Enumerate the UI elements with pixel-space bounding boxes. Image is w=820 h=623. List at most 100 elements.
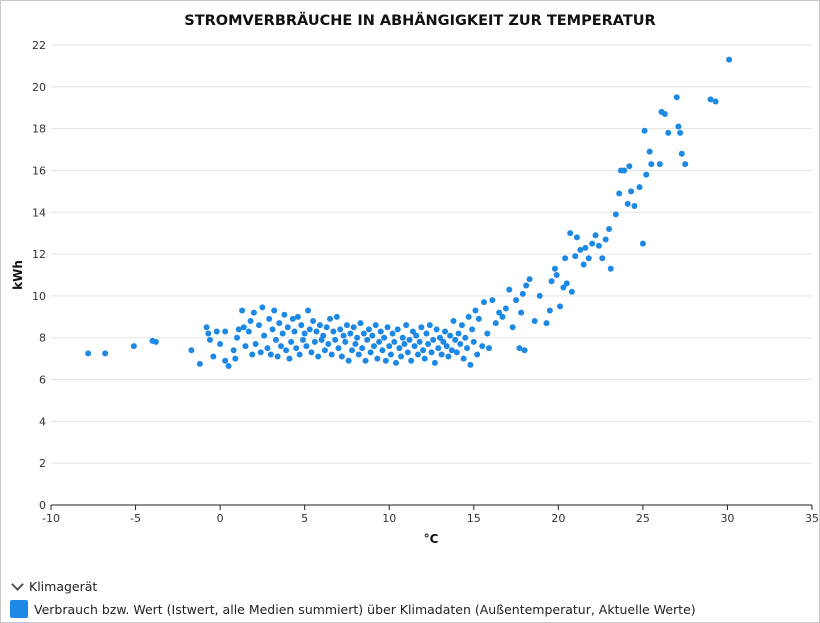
- data-point[interactable]: [562, 255, 569, 262]
- data-point[interactable]: [230, 347, 237, 354]
- data-point[interactable]: [546, 307, 553, 314]
- data-point[interactable]: [480, 299, 487, 306]
- data-point[interactable]: [281, 311, 288, 318]
- data-point[interactable]: [310, 318, 317, 324]
- data-point[interactable]: [289, 315, 296, 322]
- data-point[interactable]: [631, 203, 638, 209]
- data-point[interactable]: [568, 288, 575, 295]
- data-point[interactable]: [232, 355, 239, 362]
- data-point[interactable]: [315, 353, 322, 360]
- data-point[interactable]: [536, 292, 543, 299]
- data-point[interactable]: [247, 318, 254, 324]
- data-point[interactable]: [332, 336, 339, 343]
- data-point[interactable]: [572, 253, 579, 260]
- data-point[interactable]: [464, 345, 471, 352]
- data-point[interactable]: [452, 336, 459, 343]
- data-point[interactable]: [274, 353, 281, 360]
- data-point[interactable]: [455, 330, 462, 337]
- data-point[interactable]: [340, 332, 347, 339]
- data-point[interactable]: [299, 336, 306, 343]
- data-point[interactable]: [595, 242, 602, 249]
- data-point[interactable]: [469, 326, 476, 333]
- data-point[interactable]: [283, 347, 290, 354]
- data-point[interactable]: [589, 240, 596, 247]
- data-point[interactable]: [460, 355, 467, 362]
- data-point[interactable]: [421, 355, 428, 362]
- data-point[interactable]: [646, 148, 653, 155]
- data-point[interactable]: [639, 240, 646, 247]
- data-point[interactable]: [440, 338, 447, 345]
- data-point[interactable]: [438, 351, 445, 358]
- data-point[interactable]: [354, 334, 361, 341]
- data-point[interactable]: [678, 150, 685, 157]
- data-point[interactable]: [673, 94, 680, 101]
- data-point[interactable]: [286, 355, 293, 362]
- data-point[interactable]: [306, 326, 313, 333]
- data-point[interactable]: [350, 324, 357, 331]
- data-point[interactable]: [296, 351, 303, 358]
- data-point[interactable]: [435, 345, 442, 352]
- data-point[interactable]: [261, 332, 268, 339]
- data-point[interactable]: [345, 357, 352, 364]
- data-point[interactable]: [355, 351, 362, 358]
- data-point[interactable]: [357, 320, 364, 327]
- data-point[interactable]: [327, 315, 334, 322]
- data-point[interactable]: [284, 324, 291, 331]
- data-point[interactable]: [288, 338, 295, 345]
- data-point[interactable]: [102, 350, 109, 357]
- data-point[interactable]: [291, 328, 298, 335]
- data-point[interactable]: [458, 322, 465, 329]
- data-point[interactable]: [509, 324, 516, 331]
- data-point[interactable]: [409, 328, 416, 335]
- data-point[interactable]: [506, 286, 513, 293]
- data-point[interactable]: [398, 353, 405, 360]
- data-point[interactable]: [269, 326, 276, 333]
- data-point[interactable]: [267, 351, 274, 358]
- data-point[interactable]: [152, 338, 159, 345]
- data-point[interactable]: [342, 338, 349, 345]
- data-point[interactable]: [406, 336, 413, 343]
- data-point[interactable]: [303, 343, 310, 350]
- data-point[interactable]: [448, 347, 455, 354]
- data-point[interactable]: [616, 190, 623, 197]
- data-point[interactable]: [521, 347, 528, 354]
- data-point[interactable]: [294, 313, 301, 320]
- data-point[interactable]: [203, 324, 210, 331]
- data-point[interactable]: [249, 351, 256, 358]
- data-point[interactable]: [210, 353, 217, 360]
- data-point[interactable]: [563, 280, 570, 287]
- data-point[interactable]: [279, 330, 286, 337]
- data-point[interactable]: [453, 349, 460, 356]
- data-point[interactable]: [320, 332, 327, 339]
- data-point[interactable]: [582, 244, 589, 251]
- data-point[interactable]: [712, 98, 719, 105]
- data-point[interactable]: [272, 336, 279, 343]
- data-point[interactable]: [311, 338, 318, 345]
- data-point[interactable]: [447, 332, 454, 339]
- data-point[interactable]: [475, 315, 482, 322]
- data-point[interactable]: [418, 324, 425, 331]
- data-point[interactable]: [382, 357, 389, 364]
- data-point[interactable]: [599, 255, 606, 262]
- data-point[interactable]: [516, 345, 523, 352]
- data-point[interactable]: [313, 328, 320, 335]
- data-point[interactable]: [240, 324, 247, 331]
- data-point[interactable]: [235, 326, 242, 333]
- data-point[interactable]: [222, 357, 229, 364]
- data-point[interactable]: [414, 351, 421, 358]
- data-point[interactable]: [636, 184, 643, 191]
- data-point[interactable]: [188, 347, 195, 354]
- data-point[interactable]: [389, 330, 396, 337]
- data-point[interactable]: [726, 56, 733, 63]
- data-point[interactable]: [577, 246, 584, 253]
- data-point[interactable]: [592, 232, 599, 239]
- data-point[interactable]: [277, 343, 284, 350]
- data-point[interactable]: [628, 188, 635, 195]
- data-point[interactable]: [305, 307, 312, 314]
- data-point[interactable]: [266, 315, 273, 322]
- data-point[interactable]: [276, 320, 283, 327]
- data-point[interactable]: [205, 330, 212, 337]
- data-point[interactable]: [484, 330, 491, 337]
- data-point[interactable]: [496, 309, 503, 316]
- data-point[interactable]: [301, 330, 308, 337]
